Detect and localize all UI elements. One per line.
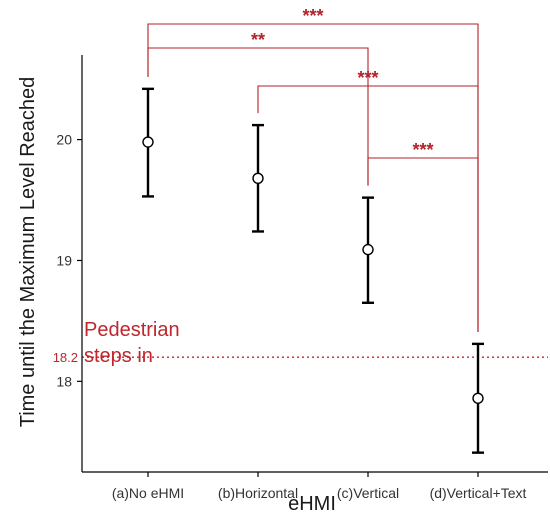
y-tick-label: 18 (56, 373, 72, 389)
mean-point (252, 172, 264, 184)
reference-annotation-line: Pedestrian (84, 319, 180, 341)
x-tick-label: (b)Horizontal (218, 485, 298, 501)
reference-line-value: 18.2 (53, 350, 78, 365)
significance-bracket (367, 157, 479, 332)
significance-bracket (147, 47, 369, 186)
significance-label: *** (302, 6, 323, 26)
y-axis: 18 19 20 (56, 55, 83, 472)
y-axis-title: Time until the Maximum Level Reached (17, 77, 39, 428)
plot-area: Pedestrian steps in*********** (82, 6, 548, 454)
y-tick-label: 20 (56, 132, 72, 148)
reference-annotation-line: steps in (84, 345, 153, 367)
significance-label: *** (357, 68, 378, 88)
mean-point (142, 136, 154, 148)
y-tick-label: 19 (56, 252, 72, 268)
reference-annotation: Pedestrian steps in (84, 319, 180, 367)
x-tick-label: (c)Vertical (337, 485, 399, 501)
significance-bracket (147, 23, 479, 332)
x-tick-label: (a)No eHMI (112, 485, 184, 501)
mean-point (362, 243, 374, 256)
x-axis: (a)No eHMI (b)Horizontal (c)Vertical (d)Ver… (82, 471, 548, 501)
x-tick-label: (d)Vertical+Text (430, 485, 527, 501)
significance-label: *** (412, 140, 433, 160)
x-axis-title: eHMI (288, 493, 336, 515)
mean-point (472, 392, 484, 404)
significance-label: ** (251, 30, 265, 50)
